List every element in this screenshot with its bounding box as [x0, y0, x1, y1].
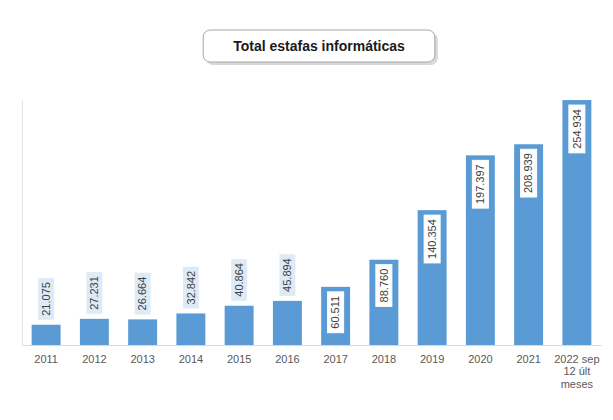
plot-area: 2011 2012 2013 2014 2015 2016 2017 2018 2019 2020… [23, 100, 602, 390]
bar [321, 287, 350, 345]
data-label-box [135, 273, 151, 315]
data-label-box [569, 105, 585, 153]
data-label: 32.842 [185, 271, 197, 305]
x-tick-label-line: meses [561, 378, 594, 390]
data-label-group: 45.894 [279, 254, 295, 296]
x-tick-label: 2016 [275, 353, 299, 365]
x-tick: 2015 [227, 345, 251, 365]
data-label-box [328, 292, 344, 333]
x-tick: 2012 [82, 345, 106, 365]
data-label-group: 26.664 [135, 273, 151, 315]
data-label-group: 197.397 [472, 160, 488, 208]
x-tick: 2014 [179, 345, 203, 365]
data-label: 197.397 [474, 164, 486, 204]
data-label: 140.354 [426, 219, 438, 259]
data-label: 26.664 [136, 277, 148, 311]
bar [273, 301, 302, 345]
data-label-box [472, 160, 488, 208]
data-label-box [183, 267, 199, 309]
data-label: 27.231 [88, 276, 100, 310]
x-axis-line [23, 345, 602, 346]
data-label-box [231, 259, 247, 301]
x-tick-label: 2018 [372, 353, 396, 365]
x-tick-label: 2017 [323, 353, 347, 365]
bar [466, 155, 495, 345]
x-tick-label: 2015 [227, 353, 251, 365]
data-label: 60.511 [329, 296, 341, 329]
data-label-group: 27.231 [86, 272, 102, 314]
data-labels: 21.075 27.231 26.664 32.842 40.864 45.894 60.5… [38, 105, 585, 333]
data-label-group: 254.934 [569, 105, 585, 153]
data-label: 21.075 [40, 282, 52, 316]
data-label: 88.760 [378, 269, 390, 303]
title-group: Total estafas informáticas [203, 30, 438, 65]
data-label-group: 21.075 [38, 278, 54, 320]
bar [369, 260, 398, 345]
data-label: 254.934 [571, 109, 583, 149]
x-tick: 2018 [372, 345, 396, 365]
data-label-box [376, 265, 392, 307]
x-tick-label: 2020 [468, 353, 492, 365]
data-label-group: 88.760 [376, 265, 392, 307]
x-tick: 2020 [468, 345, 492, 365]
data-label-box [279, 254, 295, 296]
bar [32, 325, 61, 345]
bar [128, 319, 157, 345]
x-tick: 2017 [323, 345, 347, 365]
x-tick: 2022 sep12 últmeses [554, 345, 599, 390]
x-tick: 2021 [516, 345, 540, 365]
x-tick-label: 2022 sep12 últmeses [554, 353, 599, 390]
x-tick-label-line: 2022 sep [554, 353, 599, 365]
data-label: 40.864 [233, 263, 245, 297]
bar [418, 210, 447, 345]
y-axis-line [22, 101, 23, 346]
data-label-group: 60.511 [328, 292, 344, 333]
chart-svg: Total estafas informáticas20112012201320… [0, 0, 613, 420]
data-label-box [424, 215, 440, 263]
x-tick-label: 2019 [420, 353, 444, 365]
x-tick: 2016 [275, 345, 299, 365]
data-label-group: 208.939 [521, 149, 537, 197]
bar [514, 144, 543, 345]
chart-title: Total estafas informáticas [233, 38, 405, 54]
x-tick: 2019 [420, 345, 444, 365]
data-label-group: 32.842 [183, 267, 199, 309]
x-tick: 2011 [34, 345, 58, 365]
x-tick-label-line: 12 últ [563, 365, 590, 377]
data-label-box [86, 272, 102, 314]
data-label-group: 140.354 [424, 215, 440, 263]
x-tick-label: 2012 [82, 353, 106, 365]
x-tick-label: 2011 [34, 353, 58, 365]
x-tick-label: 2013 [130, 353, 154, 365]
bar [225, 306, 254, 345]
x-tick: 2013 [130, 345, 154, 365]
data-label-group: 40.864 [231, 259, 247, 301]
data-label: 45.894 [281, 258, 293, 292]
bar [176, 313, 205, 345]
title-box [203, 30, 435, 62]
x-tick-label: 2021 [516, 353, 540, 365]
bar [80, 319, 109, 345]
data-label-box [521, 149, 537, 197]
y-axis [22, 101, 23, 346]
bars [32, 100, 592, 345]
data-label: 208.939 [522, 153, 534, 193]
x-tick-label: 2014 [179, 353, 203, 365]
x-axis: 2011 2012 2013 2014 2015 2016 2017 2018 2019 2020… [23, 345, 602, 390]
bar [562, 100, 591, 345]
data-label-box [38, 278, 54, 320]
